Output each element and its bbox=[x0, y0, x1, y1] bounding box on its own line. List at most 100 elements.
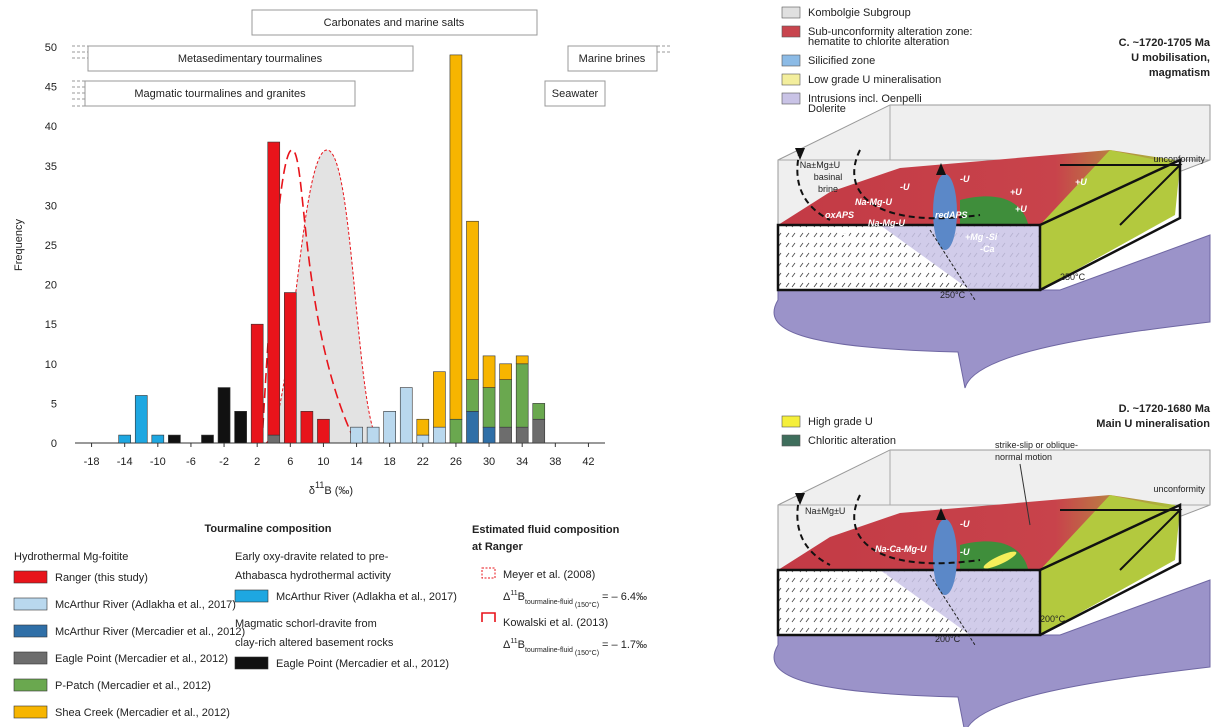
label: normal motion bbox=[995, 452, 1052, 462]
bar-segment bbox=[466, 379, 479, 412]
legend-swatch bbox=[234, 589, 269, 603]
y-tick-label: 5 bbox=[51, 398, 57, 410]
x-tick-label: 42 bbox=[582, 456, 594, 468]
label: oxAPS bbox=[825, 210, 854, 220]
formula-part: (150°C) bbox=[575, 649, 599, 657]
bar-segment bbox=[134, 395, 148, 444]
diagram-d-labels: strike-slip or oblique- normal motion un… bbox=[800, 440, 1205, 644]
bar-segment bbox=[267, 141, 281, 436]
label: Na-Mg-U bbox=[855, 197, 892, 207]
diagram-title: magmatism bbox=[1149, 67, 1210, 79]
y-tick-label: 25 bbox=[45, 240, 57, 252]
formula-part: tourmaline-fluid bbox=[525, 647, 573, 654]
legend-label: Silicified zone bbox=[808, 55, 875, 67]
bar-segment bbox=[482, 426, 496, 444]
x-axis-label: δ11B (‰) bbox=[309, 480, 353, 497]
fluid-estimate-name: Kowalski et al. (2013) bbox=[503, 617, 608, 629]
legend-swatch bbox=[13, 705, 48, 719]
label: brine bbox=[818, 184, 838, 194]
legend-swatch bbox=[781, 415, 801, 428]
x-tick-label: 26 bbox=[450, 456, 462, 468]
bar-segment bbox=[300, 411, 314, 444]
bar-segment bbox=[350, 426, 363, 444]
label: unconformity bbox=[1153, 484, 1205, 494]
label: Na-Ca-Mg-U bbox=[875, 544, 927, 554]
bar-segment bbox=[482, 387, 496, 428]
range-label: Carbonates and marine salts bbox=[324, 17, 465, 29]
block-diagram bbox=[772, 448, 1212, 727]
legend-label: McArthur River (Mercadier et al., 2012) bbox=[55, 626, 245, 638]
label: -U bbox=[960, 519, 970, 529]
bar-segment bbox=[234, 411, 247, 444]
block-diagram bbox=[773, 104, 1211, 389]
fluid-title: at Ranger bbox=[472, 541, 523, 553]
legend-swatch bbox=[781, 92, 801, 105]
x-tick-label: 34 bbox=[516, 456, 528, 468]
x-tick-label: 30 bbox=[483, 456, 495, 468]
label: 200°C bbox=[1040, 614, 1066, 624]
label: -U bbox=[960, 547, 970, 557]
legend-label: hematite to chlorite alteration bbox=[808, 36, 949, 48]
legend-label: High grade U bbox=[808, 416, 873, 428]
legend-label: Intrusions incl. Oenpelli bbox=[808, 93, 922, 105]
legend-group-title: Hydrothermal Mg-foitite bbox=[14, 551, 128, 563]
legend-swatch bbox=[13, 597, 48, 611]
bar-segment bbox=[267, 434, 281, 444]
legend-group-title: clay-rich altered basement rocks bbox=[235, 637, 394, 649]
range-label: Metasedimentary tourmalines bbox=[178, 53, 323, 65]
range-labels: Carbonates and marine salts Metasediment… bbox=[134, 17, 645, 100]
x-tick-label: -18 bbox=[84, 456, 100, 468]
bar-segment bbox=[416, 418, 430, 436]
legend-label: Eagle Point (Mercadier et al., 2012) bbox=[276, 658, 449, 670]
x-tick-label: -14 bbox=[117, 456, 133, 468]
bar-segment bbox=[449, 418, 463, 444]
range-label: Seawater bbox=[552, 88, 599, 100]
x-label-part: 11 bbox=[315, 480, 324, 490]
legend-title: Tourmaline composition bbox=[205, 523, 332, 535]
bar-segment bbox=[217, 387, 231, 444]
legend-label: McArthur River (Adlakha et al., 2017) bbox=[276, 591, 457, 603]
bar-segment bbox=[317, 418, 330, 444]
bar-segment bbox=[466, 220, 479, 380]
bar-segment bbox=[515, 426, 529, 444]
bar-segment bbox=[433, 426, 446, 444]
y-tick-label: 0 bbox=[51, 438, 57, 450]
legend-swatch bbox=[13, 678, 48, 692]
label: +U bbox=[1015, 204, 1027, 214]
legend-label: Shea Creek (Mercadier et al., 2012) bbox=[55, 707, 230, 719]
bar-segment bbox=[482, 355, 496, 388]
legend-swatch bbox=[13, 624, 48, 638]
bar-segment bbox=[515, 363, 529, 428]
x-tick-label: -6 bbox=[186, 456, 196, 468]
formula-part: 11 bbox=[510, 590, 517, 597]
label: +Mg -Si bbox=[965, 232, 998, 242]
label: -U bbox=[900, 182, 910, 192]
label: -Ca bbox=[980, 244, 995, 254]
x-tick-label: 18 bbox=[384, 456, 396, 468]
legend-swatch bbox=[781, 25, 801, 38]
label: Na-Ca-Mg-U bbox=[835, 572, 887, 582]
formula-part: Δ bbox=[503, 591, 511, 603]
diagram-title: Main U mineralisation bbox=[1096, 418, 1210, 430]
x-label-part: B (‰) bbox=[324, 485, 353, 497]
y-tick-label: 10 bbox=[45, 359, 57, 371]
y-tick-label: 30 bbox=[45, 200, 57, 212]
label: redAPS bbox=[935, 210, 968, 220]
range-boxes bbox=[72, 9, 670, 107]
bar-segment bbox=[366, 426, 380, 444]
bar-segment bbox=[515, 355, 529, 365]
fluid-estimate-name: Meyer et al. (2008) bbox=[503, 569, 595, 581]
bar-segment bbox=[449, 54, 463, 420]
fluid-formula: Δ11Btourmaline-fluid (150°C)= – 6.4‰ bbox=[503, 590, 647, 609]
diagram-c-labels: unconformity Na±Mg±U basinal brine Na-Mg… bbox=[800, 154, 1206, 300]
x-tick-label: 38 bbox=[549, 456, 561, 468]
diagram-d: High grade U Chloritic alteration D. ~1720… bbox=[781, 403, 1211, 447]
label: Na-Mg-U bbox=[868, 218, 905, 228]
bar-segment bbox=[399, 387, 413, 444]
label: Na±Mg±U bbox=[800, 160, 840, 170]
bar-segment bbox=[499, 363, 512, 380]
legend-label: P-Patch (Mercadier et al., 2012) bbox=[55, 680, 211, 692]
formula-part: tourmaline-fluid bbox=[525, 599, 573, 606]
